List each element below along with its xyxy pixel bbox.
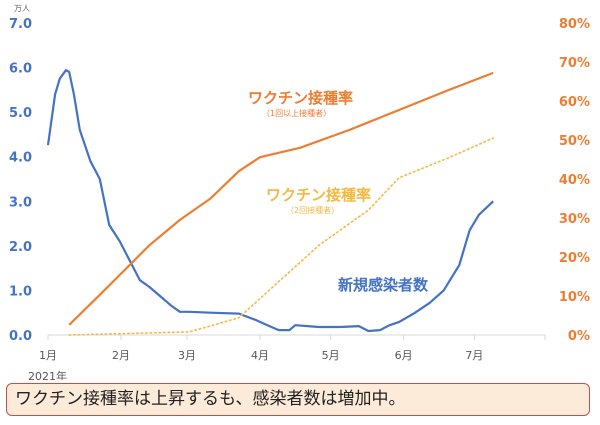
series-line-2 xyxy=(68,137,495,336)
left-tick-label: 3.0 xyxy=(9,195,32,210)
x-tick-label: 4月 xyxy=(251,349,269,362)
right-tick-label: 20% xyxy=(559,251,590,266)
left-tick-label: 7.0 xyxy=(9,17,32,32)
series-label-dose1: ワクチン接種率 xyxy=(248,89,353,107)
left-tick-label: 4.0 xyxy=(9,151,32,166)
x-tick-label: 7月 xyxy=(465,349,483,362)
x-axis-year: 2021年 xyxy=(28,369,67,380)
left-tick-label: 0.0 xyxy=(9,329,32,344)
right-tick-label: 40% xyxy=(559,173,590,188)
x-tick-label: 5月 xyxy=(322,349,340,362)
series-sublabel-dose1: （1回以上接種者） xyxy=(262,108,331,118)
left-tick-label: 6.0 xyxy=(9,62,32,77)
right-tick-label: 70% xyxy=(559,56,590,71)
left-tick-label: 5.0 xyxy=(9,106,32,121)
x-tick-label: 3月 xyxy=(178,349,196,362)
right-tick-label: 80% xyxy=(559,17,590,32)
x-tick-label: 6月 xyxy=(395,349,413,362)
series-label-cases: 新規感染者数 xyxy=(338,276,429,294)
x-tick-label: 2月 xyxy=(112,349,130,362)
caption-box: ワクチン接種率は上昇するも、感染者数は増加中。 xyxy=(6,383,590,416)
left-tick-label: 2.0 xyxy=(9,240,32,255)
series-sublabel-dose2: （2回接種者） xyxy=(286,205,339,215)
right-tick-label: 50% xyxy=(559,134,590,149)
series-line-1 xyxy=(68,71,494,326)
left-tick-label: 1.0 xyxy=(9,284,32,299)
left-axis-unit: 万人 xyxy=(14,4,30,13)
right-tick-label: 30% xyxy=(559,212,590,227)
right-tick-label: 10% xyxy=(559,290,590,305)
series-label-dose2: ワクチン接種率 xyxy=(266,186,371,204)
right-tick-label: 0% xyxy=(568,329,590,344)
series-line-0 xyxy=(46,69,494,333)
x-tick-label: 1月 xyxy=(39,349,57,362)
chart: 万人 0.0 1.0 2.0 3.0 4.0 5.0 6.0 7.0 0% 10% 20% 30% 40… xyxy=(9,4,590,380)
right-tick-label: 60% xyxy=(559,95,590,110)
